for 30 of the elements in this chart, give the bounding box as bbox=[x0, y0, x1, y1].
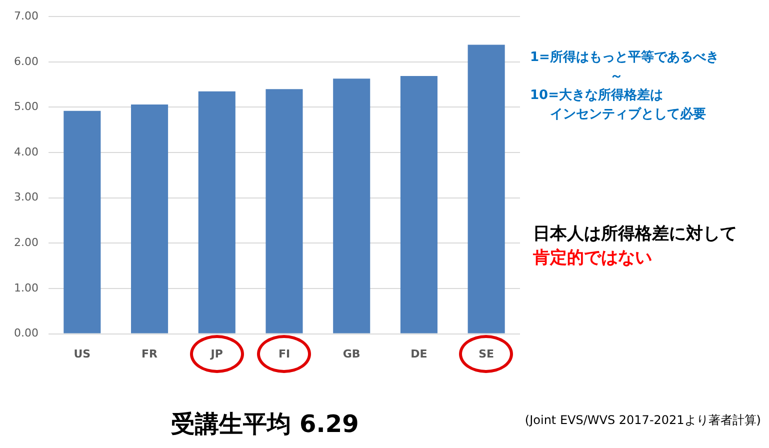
y-tick-label: 7.00 bbox=[14, 9, 38, 22]
bar bbox=[266, 89, 303, 334]
text: インセンティブとして必要 bbox=[549, 106, 707, 124]
y-tick-label: 2.00 bbox=[14, 236, 38, 250]
x-tick-label: FI bbox=[278, 347, 290, 360]
y-tick-label: 0.00 bbox=[14, 326, 38, 340]
y-tick-label: 5.00 bbox=[14, 100, 38, 114]
x-tick-label: FR bbox=[142, 347, 158, 360]
text: (Joint EVS/WVS 2017-2021より著者計算) bbox=[524, 412, 761, 429]
bar bbox=[400, 76, 438, 334]
bar bbox=[333, 78, 370, 334]
x-tick-label: GB bbox=[342, 347, 360, 360]
bar bbox=[131, 104, 168, 334]
bar bbox=[468, 44, 505, 334]
x-tick-label: JP bbox=[210, 347, 223, 360]
y-tick-label: 1.00 bbox=[14, 281, 38, 294]
text: ～ bbox=[609, 68, 624, 86]
y-tick-label: 6.00 bbox=[14, 54, 38, 68]
text: 受講生平均 6.29 bbox=[171, 410, 359, 438]
bar bbox=[64, 110, 101, 334]
text: 1=所得はもっと平等であるべき bbox=[530, 49, 719, 67]
x-tick-label: DE bbox=[410, 347, 428, 360]
x-tick-label: SE bbox=[478, 347, 494, 360]
bar bbox=[198, 91, 236, 334]
x-tick-label: US bbox=[74, 347, 91, 360]
y-tick-label: 3.00 bbox=[14, 190, 38, 204]
text: 肯定的ではない bbox=[533, 247, 653, 270]
text: 10=大きな所得格差は bbox=[530, 87, 664, 105]
y-tick-label: 4.00 bbox=[14, 145, 38, 158]
text: 日本人は所得格差に対して bbox=[533, 223, 737, 246]
